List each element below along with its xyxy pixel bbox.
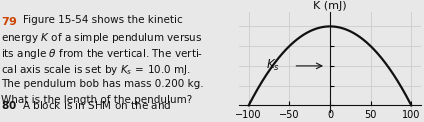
Text: $K_s$: $K_s$ <box>266 58 279 73</box>
Text: cal axis scale is set by $K_s\,=\,10.0$ mJ.: cal axis scale is set by $K_s\,=\,10.0$ … <box>1 63 191 77</box>
Text: $\bf{80}$  A block is in SHM on the and: $\bf{80}$ A block is in SHM on the and <box>1 99 172 111</box>
Title: K (mJ): K (mJ) <box>313 1 347 11</box>
Text: energy $K$ of a simple pendulum versus: energy $K$ of a simple pendulum versus <box>1 31 203 45</box>
Text: What is the length of the pendulum?: What is the length of the pendulum? <box>1 95 192 105</box>
Text: The pendulum bob has mass 0.200 kg.: The pendulum bob has mass 0.200 kg. <box>1 79 204 89</box>
Text: its angle $\theta$ from the vertical. The verti-: its angle $\theta$ from the vertical. Th… <box>1 47 204 61</box>
Text: Figure 15-54 shows the kinetic: Figure 15-54 shows the kinetic <box>23 15 182 25</box>
Text: $\bf{79}$: $\bf{79}$ <box>1 15 18 27</box>
